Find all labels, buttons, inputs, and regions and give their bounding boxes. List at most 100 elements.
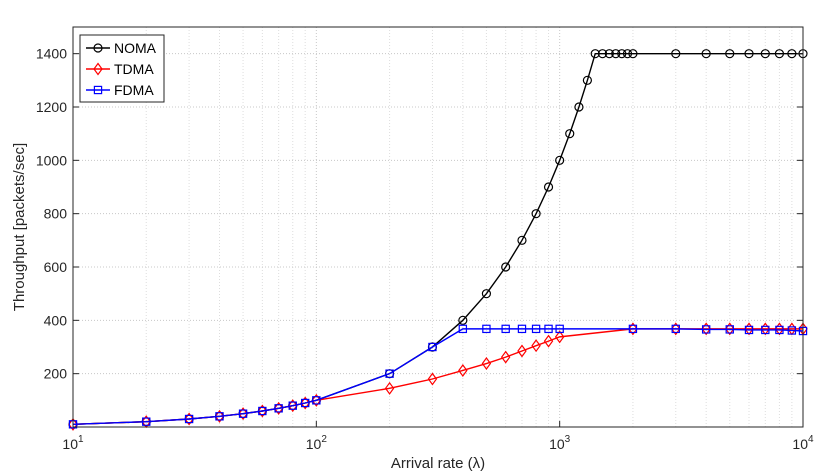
data-point-tdma <box>214 409 225 423</box>
data-point-tdma <box>701 322 711 336</box>
data-point-fdma <box>288 401 297 410</box>
data-point-noma <box>622 49 633 59</box>
data-point-noma <box>611 49 621 59</box>
x-tick-label-exponent: 2 <box>321 434 327 445</box>
y-axis-title: Throughput [packets/sec] <box>11 143 28 311</box>
data-point-fdma <box>300 398 310 408</box>
x-tick-label-exponent: 1 <box>78 434 84 445</box>
y-tick-label: 600 <box>44 259 68 275</box>
data-point-fdma <box>238 409 248 418</box>
data-point-tdma <box>68 417 78 431</box>
data-point-tdma <box>458 363 468 377</box>
x-tick-label-base: 10 <box>62 436 78 452</box>
data-point-fdma <box>274 404 283 413</box>
data-point-fdma <box>744 325 754 335</box>
y-tick-label: 800 <box>44 206 68 222</box>
data-point-fdma <box>215 412 224 421</box>
data-point-noma <box>582 75 592 85</box>
data-point-noma <box>555 155 565 165</box>
data-point-noma <box>604 49 614 59</box>
data-point-fdma <box>258 406 267 416</box>
data-point-fdma <box>142 417 151 426</box>
data-point-tdma <box>671 322 681 336</box>
data-point-noma <box>701 49 711 59</box>
data-point-fdma <box>517 324 527 334</box>
data-point-noma <box>787 49 797 59</box>
data-point-tdma <box>744 322 754 336</box>
data-point-tdma <box>311 393 322 407</box>
data-point-fdma <box>701 325 711 334</box>
data-point-fdma <box>501 324 510 334</box>
y-tick-label: 1000 <box>36 152 67 168</box>
data-point-tdma <box>384 381 395 395</box>
data-point-noma <box>725 49 735 59</box>
x-tick-label-base: 10 <box>549 436 565 452</box>
x-tick-label-base: 10 <box>306 436 322 452</box>
data-point-tdma <box>273 401 284 415</box>
data-point-tdma <box>238 407 248 421</box>
data-point-noma <box>501 262 511 272</box>
data-point-fdma <box>555 324 564 334</box>
data-point-tdma <box>300 396 310 410</box>
data-point-noma <box>531 209 541 219</box>
data-point-tdma <box>257 404 268 418</box>
series-fdma <box>68 324 808 429</box>
data-point-tdma <box>500 350 511 364</box>
data-point-tdma <box>427 372 438 386</box>
data-point-tdma <box>288 399 298 413</box>
data-point-noma <box>628 49 638 59</box>
legend-marker-tdma <box>93 62 103 76</box>
x-tick-label: 103 <box>549 434 571 452</box>
data-point-tdma <box>628 322 638 336</box>
data-point-noma <box>565 129 575 139</box>
data-point-noma <box>671 49 681 59</box>
y-tick-label: 200 <box>44 366 68 382</box>
data-point-fdma <box>544 324 553 334</box>
data-point-tdma <box>481 357 492 371</box>
data-point-noma <box>744 49 754 59</box>
data-point-tdma <box>760 322 771 336</box>
x-tick-label-base: 10 <box>792 436 808 452</box>
data-point-fdma <box>671 324 680 334</box>
x-tick-label: 104 <box>792 434 814 452</box>
x-tick-label: 101 <box>62 434 84 452</box>
data-point-fdma <box>482 324 491 334</box>
legend: NOMA TDMA FDMA <box>79 34 165 103</box>
data-point-fdma <box>628 324 638 334</box>
data-point-noma <box>774 49 785 59</box>
data-point-tdma <box>725 322 735 336</box>
data-point-noma <box>481 289 492 299</box>
data-point-tdma <box>774 322 785 336</box>
plot-area <box>73 27 803 427</box>
data-point-noma <box>574 102 584 112</box>
data-point-fdma <box>531 324 541 334</box>
plot-frame <box>72 26 804 428</box>
legend-marker-noma <box>93 43 103 53</box>
data-point-fdma <box>312 396 321 405</box>
legend-label-noma: NOMA <box>114 40 157 56</box>
data-point-fdma <box>775 325 784 335</box>
data-point-tdma <box>531 339 541 353</box>
data-point-noma <box>517 235 527 245</box>
data-point-fdma <box>458 324 468 334</box>
series-line-fdma <box>72 328 804 426</box>
x-tick-label: 102 <box>306 434 328 452</box>
data-point-fdma <box>184 414 194 424</box>
data-point-fdma <box>385 369 394 378</box>
x-tick-label-exponent: 3 <box>565 434 571 445</box>
data-point-noma <box>458 315 468 325</box>
y-tick-label: 1200 <box>36 99 67 115</box>
legend-marker-fdma <box>93 85 103 95</box>
y-tick-label: 1400 <box>36 46 67 62</box>
data-point-tdma <box>517 344 527 358</box>
series-group <box>68 49 808 431</box>
data-point-noma <box>590 49 600 59</box>
data-point-noma <box>760 49 770 59</box>
data-point-tdma <box>554 330 565 344</box>
data-point-fdma <box>787 326 797 335</box>
data-point-noma <box>597 49 608 59</box>
data-point-noma <box>543 182 554 192</box>
legend-label-fdma: FDMA <box>114 82 154 98</box>
